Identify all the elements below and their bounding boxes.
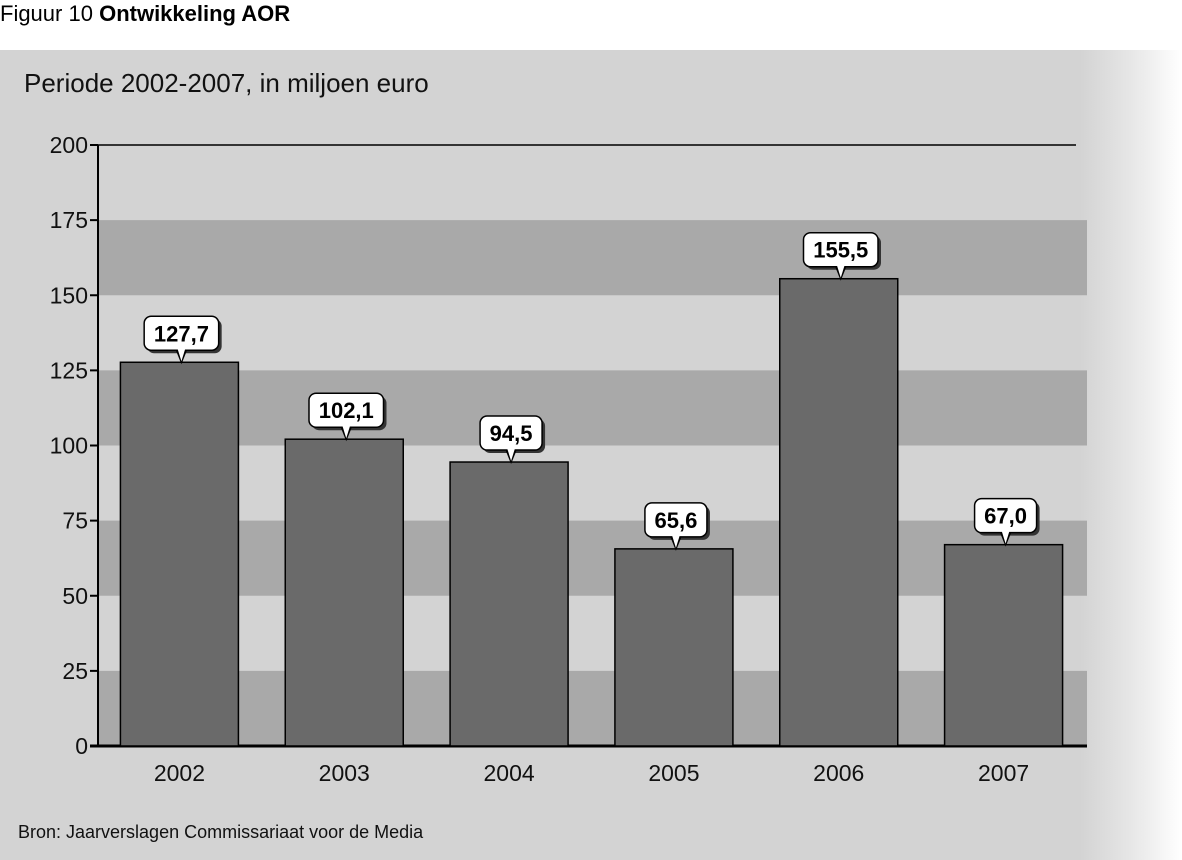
- background-bands: [98, 220, 1087, 746]
- source-note: Bron: Jaarverslagen Commissariaat voor d…: [18, 822, 424, 842]
- value-label-2005: 65,6: [655, 508, 698, 533]
- value-callout-2005: 65,6: [644, 502, 710, 551]
- value-label-2002: 127,7: [154, 321, 209, 346]
- x-tick-label-2005: 2005: [648, 760, 699, 786]
- y-tick-label-75: 75: [62, 508, 88, 534]
- x-tick-label-2002: 2002: [154, 760, 205, 786]
- figure-title: Figuur 10 Ontwikkeling AOR: [0, 0, 290, 30]
- callout-pointer-fill: [671, 534, 680, 548]
- y-tick-label-150: 150: [50, 282, 88, 308]
- band-100-125: [98, 370, 1087, 446]
- bar-2007: [943, 543, 1064, 747]
- figure-heading: Ontwikkeling AOR: [99, 1, 291, 26]
- callout-pointer-fill: [177, 348, 186, 362]
- x-tick-label-2007: 2007: [978, 760, 1029, 786]
- band-50-75: [98, 520, 1087, 596]
- y-tick-label-0: 0: [75, 733, 88, 759]
- value-callout-2007: 67,0: [973, 497, 1040, 547]
- bar-2002: [119, 361, 240, 747]
- x-tick-label-2004: 2004: [483, 760, 534, 786]
- callout-pointer-fill: [1001, 530, 1010, 544]
- value-label-2007: 67,0: [984, 504, 1027, 529]
- band-150-175: [98, 220, 1087, 296]
- x-tick-label-2003: 2003: [319, 760, 370, 786]
- y-axis-ticks: 0 25 50 75 100 125 150 175 200: [50, 132, 98, 759]
- bar-2003: [284, 438, 404, 747]
- callout-pointer-fill: [342, 425, 351, 439]
- bars: [119, 277, 1064, 747]
- value-callout-2002: 127,7: [143, 315, 222, 365]
- y-tick-label-100: 100: [50, 433, 88, 459]
- value-callouts: 127,7 102,1 94,5 65,6 155,5 67,0: [143, 231, 1040, 551]
- chart-subtitle: Periode 2002-2007, in miljoen euro: [24, 68, 429, 98]
- y-tick-label-25: 25: [62, 658, 88, 684]
- band-0-25: [98, 670, 1087, 746]
- value-label-2003: 102,1: [319, 398, 374, 423]
- bar-2004: [449, 461, 569, 747]
- callout-pointer-fill: [836, 264, 845, 278]
- callout-pointer-fill: [507, 448, 516, 462]
- value-callout-2003: 102,1: [308, 392, 387, 442]
- chart-panel: 0 25 50 75 100 125 150 175 200 2002 2003 2004 2005 2…: [0, 50, 1182, 860]
- x-tick-label-2006: 2006: [813, 760, 864, 786]
- bar-2005: [614, 548, 734, 747]
- value-callout-2006: 155,5: [802, 231, 881, 281]
- value-callout-2004: 94,5: [479, 415, 546, 465]
- figure-number: Figuur 10: [0, 1, 93, 26]
- value-label-2006: 155,5: [813, 238, 868, 263]
- value-label-2004: 94,5: [490, 421, 533, 446]
- y-tick-label-125: 125: [50, 357, 88, 383]
- y-tick-label-200: 200: [50, 132, 88, 158]
- x-axis-labels: 2002 2003 2004 2005 2006 2007: [154, 760, 1029, 786]
- bar-2006: [779, 277, 899, 747]
- y-tick-label-50: 50: [62, 583, 88, 609]
- y-tick-label-175: 175: [50, 207, 88, 233]
